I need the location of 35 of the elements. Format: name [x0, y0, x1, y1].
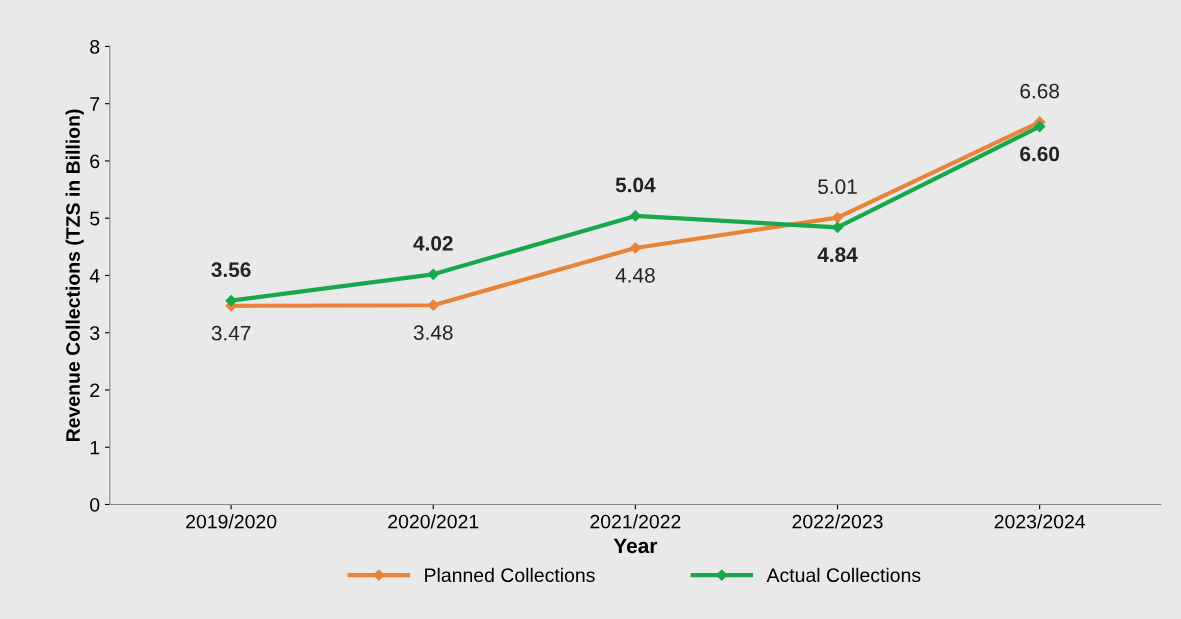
y-tick-label: 2: [90, 383, 100, 398]
data-label: 3.47: [211, 325, 251, 341]
point: [629, 242, 641, 254]
x-tick-label: 2021/2022: [590, 514, 681, 529]
data-label: 6.68: [1020, 83, 1060, 99]
data-label: 3.56: [211, 262, 251, 278]
x-tick-label: 2023/2024: [994, 514, 1086, 529]
data-label: 6.60: [1020, 146, 1060, 162]
y-tick-label: 7: [90, 97, 100, 111]
y-tick-label: 0: [90, 497, 100, 512]
y-axis-title: Revenue Collections (TZS in Billion): [65, 109, 84, 442]
point: [1034, 120, 1046, 133]
x-tick-label: 2022/2023: [792, 514, 883, 529]
x-tick-label: 2020/2021: [388, 514, 479, 529]
y-tick-label: 6: [90, 154, 100, 169]
data-label: 4.84: [817, 247, 858, 263]
y-tick-label: 1: [90, 440, 100, 455]
point: [427, 299, 439, 311]
x-axis-title: Year: [613, 538, 658, 554]
data-label: 3.48: [413, 325, 453, 340]
point: [831, 212, 844, 224]
point: [427, 268, 439, 280]
y-tick-label: 4: [89, 269, 100, 283]
legend-label: Actual Collections: [766, 567, 921, 583]
y-tick-label: 8: [90, 39, 100, 54]
y-tick-label: 5: [90, 211, 100, 226]
y-tick-label: 3: [90, 326, 100, 340]
x-tick-label: 2019/2020: [186, 514, 277, 529]
point: [225, 295, 237, 307]
data-label: 5.04: [615, 177, 656, 193]
point: [629, 210, 641, 222]
data-label: 4.48: [615, 267, 655, 283]
legend-label: Planned Collections: [425, 567, 595, 583]
data-label: 4.02: [413, 235, 453, 251]
data-label: 5.01: [818, 179, 857, 195]
